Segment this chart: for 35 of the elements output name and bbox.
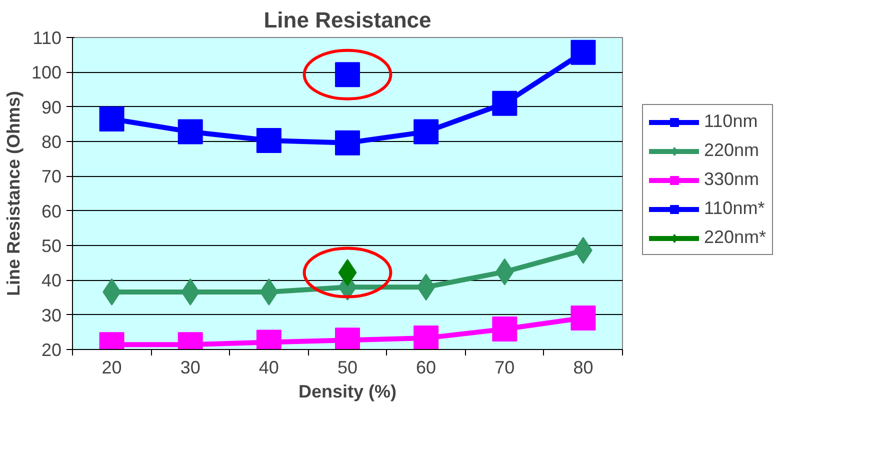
y-tick-label: 50	[41, 236, 62, 256]
y-axis-title: Line Resistance (Ohms)	[3, 90, 24, 296]
legend-label: 330nm	[704, 169, 760, 190]
point	[570, 40, 596, 65]
x-axis-title: Density (%)	[298, 382, 397, 402]
x-tick-label: 80	[573, 358, 594, 378]
legend-label: 220nm	[704, 140, 760, 161]
y-tick-label: 110	[32, 28, 62, 48]
legend-label: 220nm*	[704, 227, 766, 248]
y-tick-label: 100	[31, 62, 62, 83]
y-tick-label: 70	[41, 166, 62, 187]
legend-label: 110nm	[704, 111, 758, 132]
x-tick-label: 70	[494, 358, 515, 378]
x-tick-label: 40	[258, 358, 279, 378]
y-tick-label: 30	[41, 305, 62, 326]
x-tick-label: 50	[337, 358, 358, 378]
point	[99, 106, 124, 132]
point	[492, 316, 518, 342]
x-tick-label: 30	[180, 358, 200, 378]
point	[335, 130, 360, 156]
point	[178, 119, 203, 144]
point	[414, 119, 439, 144]
chart-title: Line Resistance	[264, 8, 432, 32]
x-tick-label: 20	[102, 358, 122, 378]
point	[256, 128, 282, 153]
y-tick-label: 90	[41, 97, 62, 118]
point	[570, 305, 596, 330]
y-tick-label: 80	[41, 132, 62, 152]
x-tick-label: 60	[416, 358, 436, 378]
point	[414, 326, 439, 350]
point	[492, 90, 518, 116]
y-tick-label: 40	[41, 270, 62, 291]
y-tick-label: 60	[41, 201, 62, 222]
legend-label: 110nm*	[704, 198, 765, 219]
y-tick-label: 20	[41, 340, 62, 360]
